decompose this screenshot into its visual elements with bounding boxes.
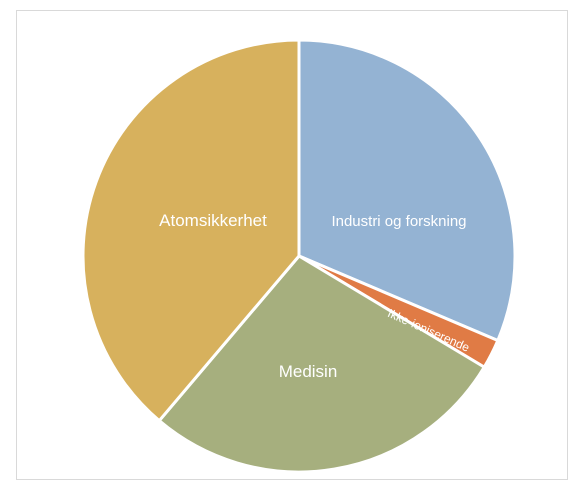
slice-label-atomsikkerhet: Atomsikkerhet xyxy=(159,211,267,230)
pie-chart: Industri og forskning Ikke-ioniserende M… xyxy=(81,38,517,474)
chart-frame: Industri og forskning Ikke-ioniserende M… xyxy=(16,10,568,480)
pie-slice-atomsikkerhet xyxy=(81,38,301,423)
slice-label-medisin: Medisin xyxy=(279,362,338,381)
pie-slice-medisin xyxy=(157,254,486,474)
pie-slices xyxy=(81,38,517,474)
pie-slice-industri-og-forskning xyxy=(297,38,517,343)
slice-label-industri-og-forskning: Industri og forskning xyxy=(331,213,466,230)
